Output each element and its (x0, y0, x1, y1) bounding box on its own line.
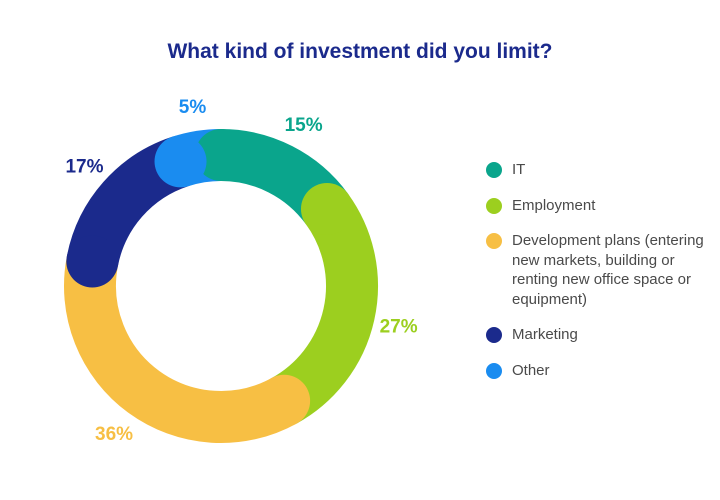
legend-item-marketing: Marketing (486, 325, 706, 345)
donut-slice-employment (270, 193, 378, 424)
legend-label-development-plans: Development plans (entering new markets,… (512, 232, 704, 308)
percent-label-marketing: 17% (65, 157, 103, 178)
legend-item-development-plans: Development plans (entering new markets,… (486, 231, 706, 309)
legend-item-employment: Employment (486, 196, 706, 216)
legend-item-other: Other (486, 361, 706, 381)
donut-slice-cap-marketing (66, 235, 119, 288)
legend-swatch-other (486, 362, 502, 379)
chart-title: What kind of investment did you limit? (167, 40, 553, 63)
legend-label-marketing: Marketing (512, 326, 578, 343)
chart-legend: IT Employment Development plans (enterin… (486, 160, 706, 396)
legend-label-other: Other (512, 361, 550, 379)
percent-label-it: 15% (285, 115, 323, 136)
legend-swatch-marketing (486, 327, 502, 343)
donut-slice-development-plans (64, 256, 297, 443)
donut-slice-cap-other (154, 135, 207, 188)
legend-swatch-employment (486, 197, 502, 214)
donut-slice-cap-it (195, 129, 247, 181)
donut-percent-labels: 15% 27% 36% 17% 5% (65, 97, 417, 445)
legend-label-employment: Employment (512, 196, 596, 214)
percent-label-other: 5% (179, 97, 207, 118)
legend-swatch-development-plans (486, 233, 502, 249)
donut-slices (64, 129, 378, 443)
percent-label-employment: 27% (380, 317, 418, 338)
donut-slice-cap-development-plans (258, 374, 311, 427)
percent-label-development-plans: 36% (95, 424, 133, 445)
legend-label-it: IT (512, 161, 526, 178)
legend-swatch-it (486, 162, 502, 178)
legend-item-it: IT (486, 160, 706, 180)
donut-slice-cap-employment (300, 183, 353, 235)
